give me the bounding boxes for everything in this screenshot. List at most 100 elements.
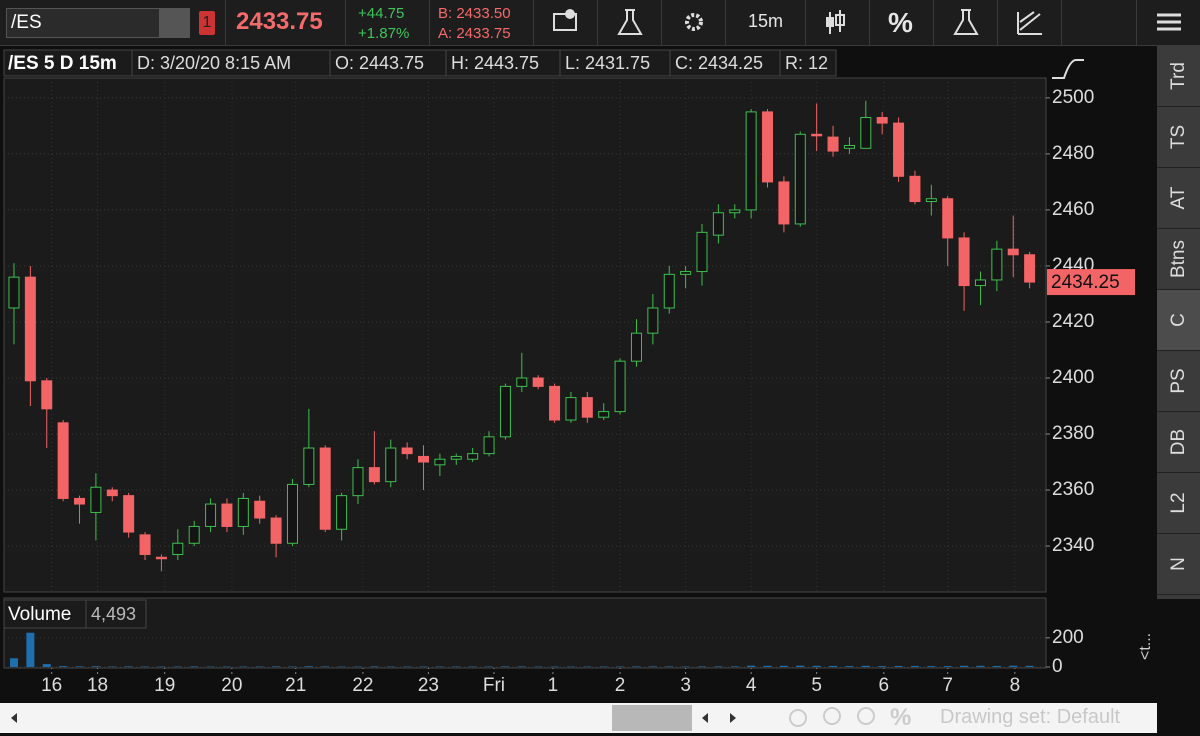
volume-bar [517, 666, 526, 667]
pct-change: +1.87% [358, 25, 410, 42]
candle-body [663, 273, 675, 309]
alert-badge[interactable]: 1 [199, 11, 215, 35]
volume-bar [321, 666, 330, 667]
side-tab[interactable]: PS [1157, 351, 1200, 412]
last-price-tag [1047, 269, 1135, 296]
volume-bar [747, 665, 756, 667]
y-tick-label: 2420 [1052, 311, 1094, 332]
side-collapse[interactable]: <t... [1137, 633, 1154, 660]
side-tab[interactable]: Trd [1157, 46, 1200, 107]
candle-body [188, 525, 200, 544]
toolbar: /ES 1 2433.75 +44.75 +1.87% B: 2433.50 A… [0, 0, 1200, 46]
volume-bar [665, 666, 674, 667]
scroll-left[interactable] [4, 703, 24, 733]
candle-body [74, 497, 86, 505]
toolbar-button[interactable] [534, 0, 598, 45]
volume-bar [992, 665, 1001, 667]
volume-bar [796, 665, 805, 667]
candle-body [778, 181, 790, 225]
volume-bar [960, 665, 969, 667]
x-tick-label: 1 [548, 675, 559, 696]
x-tick-label: Fri [483, 675, 505, 696]
volume-bar [878, 666, 887, 667]
symbol-box[interactable]: /ES [6, 8, 190, 38]
scroll-thumb[interactable] [612, 705, 692, 731]
candle-body [811, 133, 823, 137]
candle-body [712, 212, 724, 236]
y-tick-label: 0 [1052, 656, 1063, 677]
candle-body [499, 385, 511, 438]
candle-body [237, 497, 249, 527]
side-tab[interactable]: Btns [1157, 229, 1200, 290]
side-tab[interactable]: C [1157, 290, 1200, 351]
side-tab[interactable]: L2 [1157, 473, 1200, 534]
candle-body [24, 276, 36, 382]
volume-title: Volume [8, 604, 71, 625]
candle-body [680, 271, 692, 275]
side-tab-label: PS [1167, 368, 1189, 394]
y-tick-label: 2500 [1052, 87, 1094, 108]
menu-button[interactable] [1136, 0, 1200, 45]
percent-button[interactable]: % [870, 0, 934, 45]
aggregation-button[interactable]: 15m [726, 0, 806, 45]
drawing-tools[interactable]: % [752, 703, 932, 733]
candle-body [909, 175, 921, 203]
candle-body [155, 556, 167, 560]
candle-body [254, 500, 266, 519]
candle-body [925, 198, 937, 203]
volume-bar [1025, 665, 1034, 667]
candle-body [745, 111, 757, 211]
toolbar-button[interactable] [806, 0, 870, 45]
scroll-arrows[interactable] [694, 703, 754, 733]
toolbar-button[interactable] [998, 0, 1062, 45]
volume-bar [124, 666, 133, 667]
volume-bar [75, 666, 84, 667]
info-high: H: 2443.75 [451, 53, 539, 73]
candle-body [123, 495, 135, 533]
candle-body [581, 397, 593, 418]
candle-body [450, 455, 462, 460]
x-tick-label: 5 [811, 675, 822, 696]
volume-label-box [3, 599, 147, 629]
side-tab-label: Trd [1167, 62, 1189, 90]
candle-body [893, 122, 905, 177]
drawing-set[interactable]: Drawing set: Default [940, 706, 1121, 728]
x-tick-label: 20 [221, 675, 242, 696]
symbol-dropdown[interactable] [159, 9, 189, 37]
x-tick-label: 22 [352, 675, 373, 696]
volume-bar [42, 664, 51, 667]
side-tab[interactable]: N [1157, 534, 1200, 595]
x-tick-label: 6 [879, 675, 890, 696]
icon [953, 9, 979, 35]
last-price-label: 2434.25 [1051, 272, 1120, 293]
aggregation: 15m [748, 11, 784, 31]
price-cell [226, 0, 346, 45]
toolbar-button[interactable] [662, 0, 726, 45]
candle-body [860, 116, 872, 149]
icon [826, 10, 845, 34]
volume-bar [894, 665, 903, 667]
side-tab[interactable]: AT [1157, 168, 1200, 229]
toolbar-button[interactable] [934, 0, 998, 45]
volume-bar [272, 666, 281, 667]
change-cell [346, 0, 430, 45]
candle-body [418, 455, 430, 463]
side-tab[interactable]: DB [1157, 412, 1200, 473]
candle-body [434, 458, 446, 466]
side-tab-label: DB [1167, 428, 1189, 456]
side-tab[interactable]: TS [1157, 107, 1200, 168]
toolbar-button[interactable] [598, 0, 662, 45]
x-tick-label: 19 [154, 675, 175, 696]
y-tick-label: 200 [1052, 627, 1084, 648]
info-bar [3, 49, 837, 77]
chart-style-icon[interactable] [1052, 59, 1084, 79]
x-tick-label: 2 [615, 675, 626, 696]
volume-bar [910, 665, 919, 667]
volume-bar [763, 665, 772, 667]
icon [1157, 13, 1181, 31]
net-change: +44.75 [358, 5, 405, 22]
side-tab-label: L2 [1167, 492, 1189, 514]
candle-body [991, 248, 1003, 281]
candle-body [958, 237, 970, 287]
